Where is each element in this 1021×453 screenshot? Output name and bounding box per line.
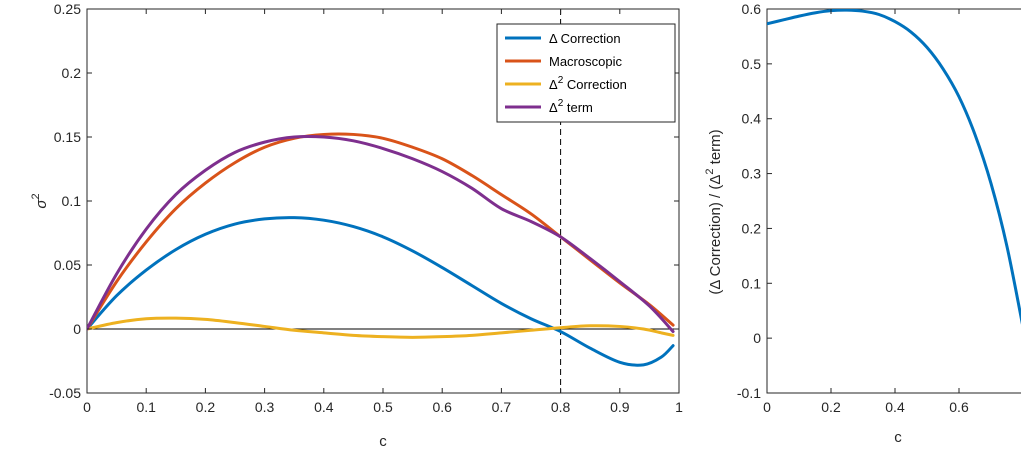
legend-label-main: Δ Correction [549,31,621,46]
legend-label-main: Macroscopic [549,54,622,69]
left-x-tick-label: 0.5 [373,399,393,415]
right-x-tick-label: 0.4 [885,399,905,415]
series-line-0 [87,216,675,367]
left-y-label-sigma: σ [33,199,50,209]
legend-label-sup: 2 [558,98,564,109]
left-x-tick-label: 0.6 [432,399,452,415]
legend-label-1: Macroscopic [549,54,622,69]
right-x-ticks: 0 0.2 0.4 0.6 [763,9,969,415]
left-series-group [87,132,675,367]
legend-label-main: Δ [549,77,558,92]
right-x-axis-label: c [894,429,902,446]
left-x-tick-label: 0.9 [610,399,630,415]
right-y-tick-label: 0.6 [742,1,762,17]
left-x-tick-label: 0.4 [314,399,334,415]
right-y-tick-label: 0.2 [742,220,762,236]
left-x-tick-label: 0.8 [551,399,571,415]
left-y-tick-label: 0.2 [62,65,82,81]
left-y-tick-label: 0.05 [54,257,81,273]
right-series-group [767,9,1021,325]
left-x-tick-label: 0.2 [196,399,216,415]
right-y-label-sup: 2 [704,168,716,174]
left-y-label-sup: 2 [30,193,42,199]
right-x-tick-label: 0.6 [949,399,969,415]
left-y-tick-label: 0.25 [54,1,81,17]
left-x-ticks: 0 0.1 0.2 0.3 0.4 0.5 0.6 0.7 0.8 0.9 1 [83,9,683,415]
svg-text:σ2: σ2 [30,193,50,208]
legend-label-3: Δ2 term [549,98,593,115]
right-y-tick-label: 0.4 [742,111,762,127]
left-x-axis-label: c [379,433,387,450]
left-x-tick-label: 0 [83,399,91,415]
left-y-tick-label: -0.05 [49,385,81,401]
right-y-tick-label: 0 [753,330,761,346]
right-y-axis-label: (Δ Correction) / (Δ2 term) [704,129,724,294]
series-line-3 [87,134,675,334]
right-y-ticks: -0.1 0 0.1 0.2 0.3 0.4 0.5 0.6 [737,1,772,401]
right-y-label-part2: term) [707,129,724,168]
left-x-tick-label: 0.7 [492,399,512,415]
left-chart: 0 0.1 0.2 0.3 0.4 0.5 0.6 0.7 0.8 0.9 1 -0.0500.05… [30,1,683,450]
right-y-tick-label: 0.1 [742,275,762,291]
right-y-tick-label: -0.1 [737,385,761,401]
left-y-tick-label: 0 [73,321,81,337]
right-y-label-part1: (Δ Correction) / (Δ [707,175,724,295]
left-y-tick-label: 0.1 [62,193,82,209]
series-line-2 [87,316,675,339]
legend-label-2: Δ2 Correction [549,75,627,92]
right-plot-area [766,8,1021,394]
right-chart: 0 0.2 0.4 0.6 -0.100.10.20.30.40.50.6 c (Δ … [704,1,1021,446]
legend-label-0: Δ Correction [549,31,621,46]
right-series-line-0 [767,9,1021,325]
legend-label-tail: term [563,100,593,115]
right-y-tick-label: 0.5 [742,56,762,72]
right-y-tick-label: 0.3 [742,166,762,182]
legend-label-main: Δ [549,100,558,115]
left-y-axis-label: σ2 [30,193,50,208]
left-x-tick-label: 1 [675,399,683,415]
left-y-tick-label: 0.15 [54,129,81,145]
left-x-tick-label: 0.1 [136,399,156,415]
right-x-tick-label: 0 [763,399,771,415]
svg-text:(Δ Correction) / (Δ2 term): (Δ Correction) / (Δ2 term) [704,129,724,294]
left-y-ticks: -0.05 0 0.05 0.1 0.15 0.2 0.25 [49,1,679,401]
left-x-tick-label: 0.3 [255,399,275,415]
right-x-tick-label: 0.2 [821,399,841,415]
legend-label-tail: Correction [563,77,627,92]
legend-label-sup: 2 [558,75,564,86]
